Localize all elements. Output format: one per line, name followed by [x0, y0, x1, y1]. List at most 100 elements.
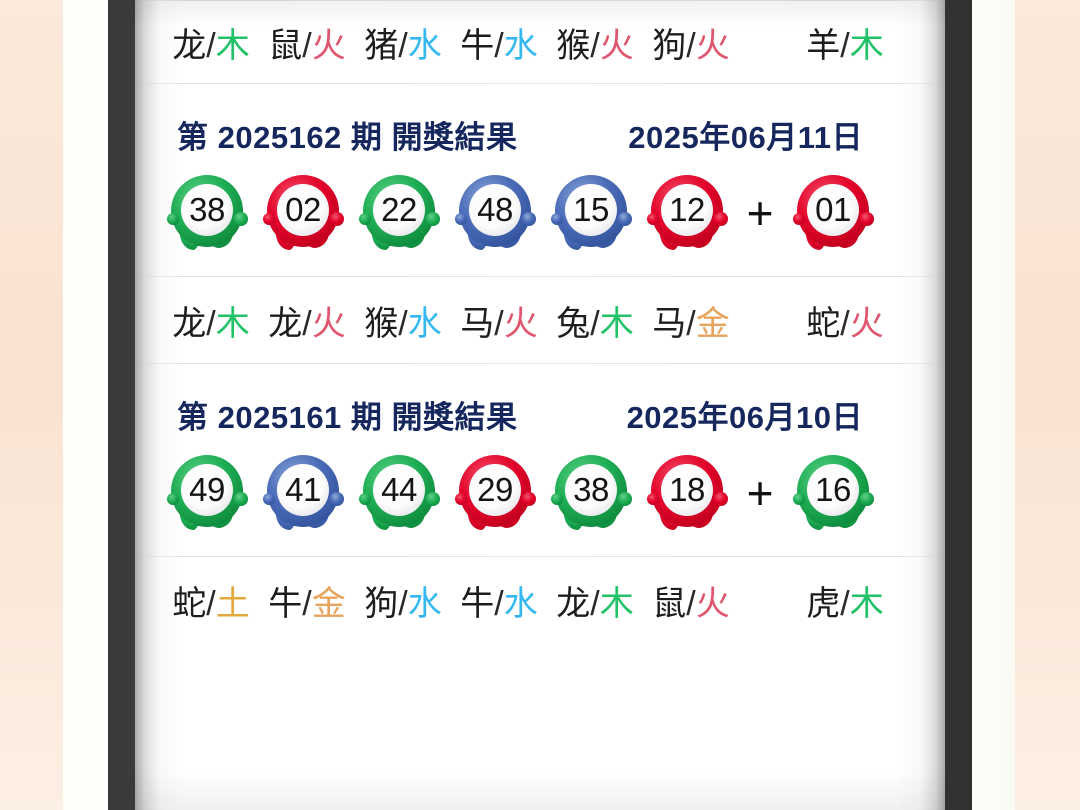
zodiac-separator: / [398, 584, 408, 623]
zodiac-sign: 兔 [556, 304, 591, 343]
lottery-ball-main: 48 [451, 169, 539, 257]
zodiac-element-cell: 兔/木 [547, 296, 643, 345]
zodiac-separator: / [206, 26, 216, 65]
main-ball-slot: 44 [351, 449, 447, 537]
ball-number: 41 [285, 471, 321, 508]
ball-number: 38 [189, 191, 225, 228]
zodiac-sign: 猴 [556, 26, 591, 65]
zodiac-separator: / [840, 26, 850, 65]
ball-number: 02 [285, 191, 321, 228]
zodiac-separator: / [840, 584, 850, 623]
lottery-ball-main: 12 [643, 169, 731, 257]
main-ball-slot: 38 [159, 169, 255, 257]
lottery-ball-main: 22 [355, 169, 443, 257]
zodiac-sign: 牛 [460, 26, 495, 65]
zodiac-element-cell: 龙/木 [163, 18, 259, 67]
five-element: 木 [599, 304, 634, 343]
zodiac-sign: 羊 [806, 26, 841, 65]
zodiac-sign: 狗 [652, 26, 687, 65]
lottery-ball-main: 18 [643, 449, 731, 537]
zodiac-element-cell: 蛇/土 [163, 576, 259, 625]
ball-number: 15 [573, 191, 609, 228]
lottery-ball-special: 01 [789, 169, 877, 257]
lottery-ball-main: 38 [163, 169, 251, 257]
zodiac-element-cell: 龙/火 [259, 296, 355, 345]
ball-number: 16 [815, 471, 851, 508]
ball-number: 01 [815, 191, 851, 228]
zodiac-sign: 马 [652, 304, 687, 343]
ball-number: 29 [477, 471, 513, 508]
five-element: 水 [407, 304, 442, 343]
five-element: 木 [849, 26, 884, 65]
lottery-ball-main: 29 [451, 449, 539, 537]
zodiac-separator: / [398, 26, 408, 65]
zodiac-sign: 鼠 [268, 26, 303, 65]
zodiac-separator: / [686, 26, 696, 65]
lottery-ball-main: 15 [547, 169, 635, 257]
zodiac-separator: / [206, 304, 216, 343]
draw-block-2025161[interactable]: 第 2025161 期 開獎結果 2025年06月10日 49 [135, 364, 945, 556]
five-element: 火 [503, 304, 538, 343]
ball-number: 44 [381, 471, 417, 508]
five-element: 水 [503, 26, 538, 65]
zodiac-separator: / [590, 584, 600, 623]
zodiac-element-cell: 狗/水 [355, 576, 451, 625]
zodiac-element-cell: 猴/火 [547, 18, 643, 67]
draw-date: 2025年06月11日 [628, 119, 863, 155]
zodiac-row-2025161: 蛇/土 牛/金 狗/水 牛/水 龙/木 鼠/火 虎/木 [135, 557, 945, 643]
main-ball-slot: 38 [543, 449, 639, 537]
balls-row: 38 02 [135, 158, 945, 276]
draw-header: 第 2025161 期 開獎結果 2025年06月10日 [135, 364, 945, 438]
lottery-ball-main: 38 [547, 449, 635, 537]
special-ball-slot: 01 [785, 169, 881, 257]
zodiac-sign: 牛 [268, 584, 303, 623]
draw-block-2025162[interactable]: 第 2025162 期 開獎結果 2025年06月11日 38 [135, 84, 945, 276]
zodiac-sign: 龙 [268, 304, 303, 343]
zodiac-element-cell: 蛇/火 [797, 296, 893, 345]
special-ball-slot: 16 [785, 449, 881, 537]
five-element: 火 [311, 26, 346, 65]
ball-number: 48 [477, 191, 513, 228]
zodiac-sign: 鼠 [652, 584, 687, 623]
lottery-ball-main: 41 [259, 449, 347, 537]
five-element: 木 [215, 304, 250, 343]
results-feed[interactable]: 龙/木 鼠/火 猪/水 牛/水 猴/火 狗/火 羊/木第 2025162 期 開獎結果 202… [135, 0, 945, 643]
ball-number: 22 [381, 191, 417, 228]
five-element: 木 [849, 584, 884, 623]
zodiac-separator: / [302, 26, 312, 65]
five-element: 火 [695, 584, 730, 623]
five-element: 木 [599, 584, 634, 623]
main-ball-slot: 49 [159, 449, 255, 537]
draw-header: 第 2025162 期 開獎結果 2025年06月11日 [135, 84, 945, 158]
five-element: 土 [215, 584, 250, 623]
zodiac-element-cell: 鼠/火 [643, 576, 739, 625]
draw-period-title: 第 2025161 期 開獎結果 [177, 399, 518, 435]
five-element: 火 [599, 26, 634, 65]
draw-period-title: 第 2025162 期 開獎結果 [177, 119, 518, 155]
main-ball-slot: 02 [255, 169, 351, 257]
zodiac-separator: / [494, 26, 504, 65]
zodiac-sign: 猪 [364, 26, 399, 65]
zodiac-separator: / [206, 584, 216, 623]
zodiac-separator: / [302, 304, 312, 343]
main-ball-slot: 12 [639, 169, 735, 257]
five-element: 火 [695, 26, 730, 65]
lottery-ball-main: 49 [163, 449, 251, 537]
zodiac-sign: 蛇 [806, 304, 841, 343]
zodiac-sign: 龙 [172, 26, 207, 65]
zodiac-sign: 猴 [364, 304, 399, 343]
phone-screen[interactable]: 龙/木 鼠/火 猪/水 牛/水 猴/火 狗/火 羊/木第 2025162 期 開獎結果 202… [135, 0, 945, 810]
main-ball-slot: 41 [255, 449, 351, 537]
zodiac-separator: / [840, 304, 850, 343]
main-ball-slot: 48 [447, 169, 543, 257]
zodiac-sign: 牛 [460, 584, 495, 623]
zodiac-separator: / [590, 304, 600, 343]
ball-number: 12 [669, 191, 705, 228]
five-element: 火 [849, 304, 884, 343]
lottery-ball-main: 44 [355, 449, 443, 537]
zodiac-sign: 龙 [556, 584, 591, 623]
lottery-ball-main: 02 [259, 169, 347, 257]
five-element: 水 [407, 584, 442, 623]
zodiac-element-cell: 鼠/火 [259, 18, 355, 67]
zodiac-sign: 马 [460, 304, 495, 343]
